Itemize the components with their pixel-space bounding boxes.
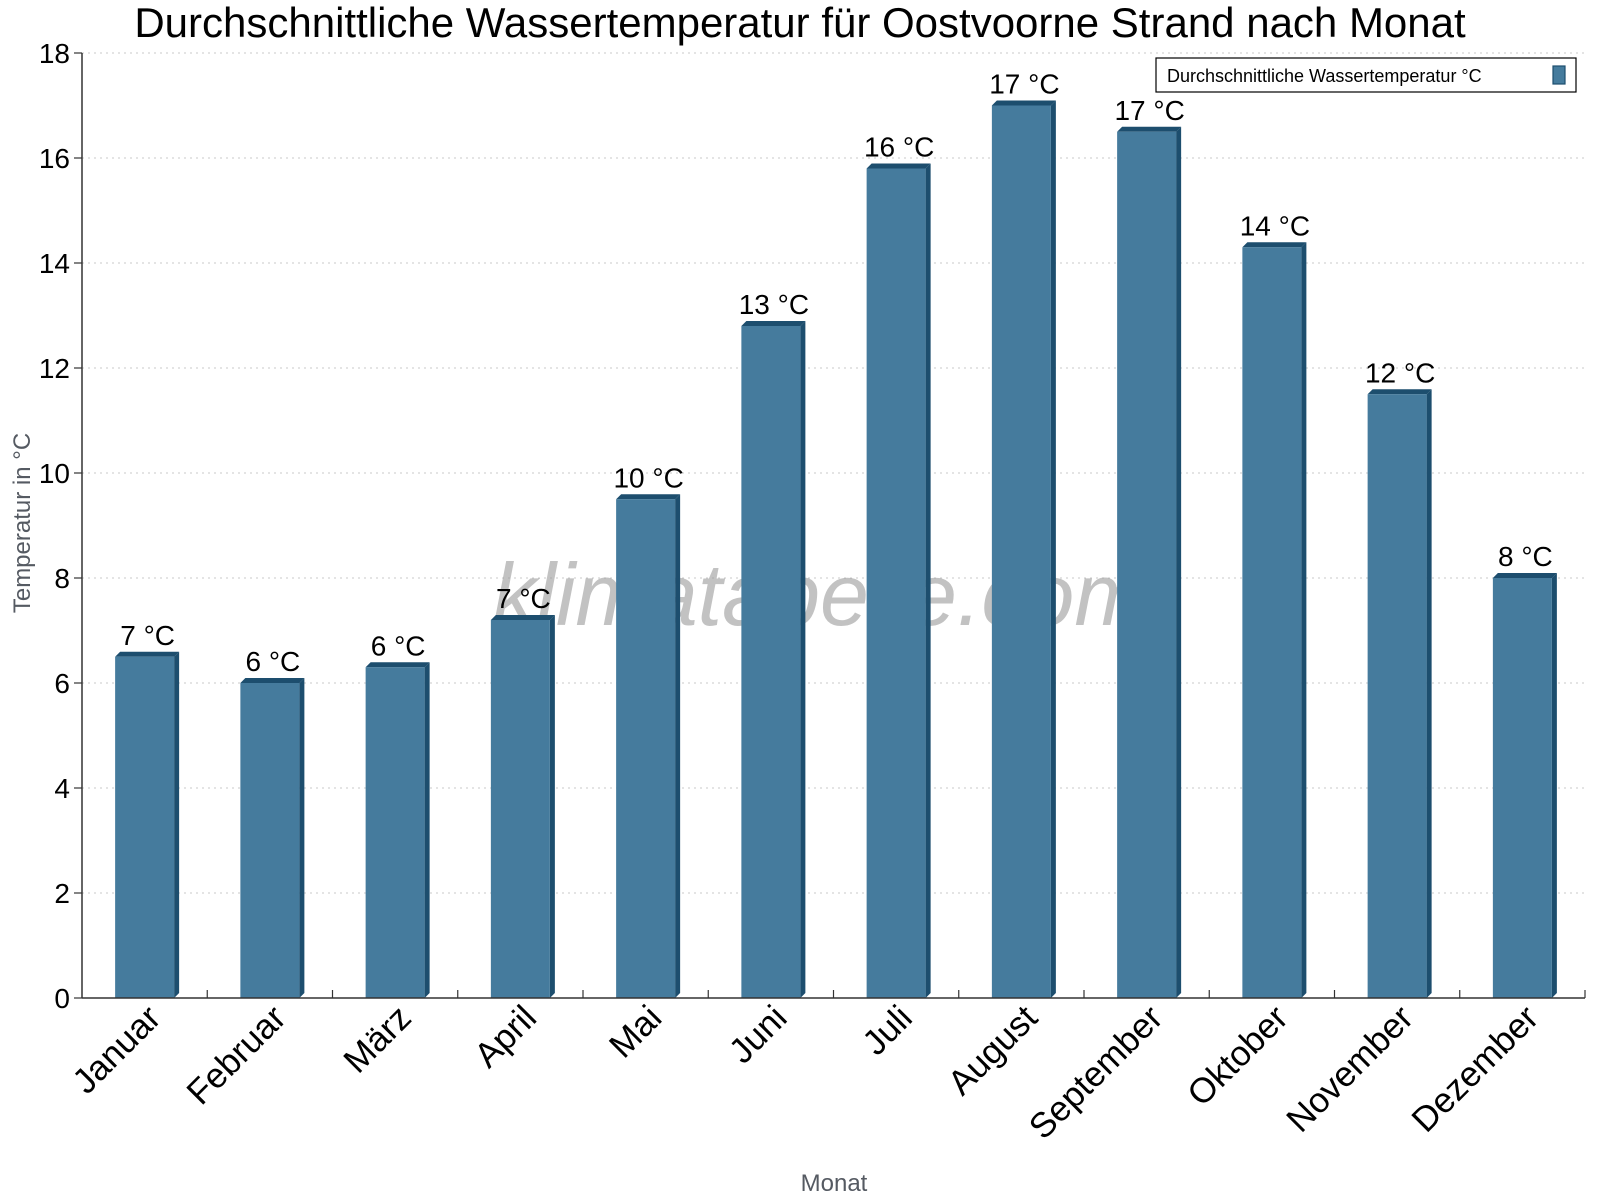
x-tick-label: August	[940, 998, 1045, 1103]
bar-top	[1242, 242, 1307, 248]
y-axis-ticks: 0 2 4 6 8 10 12 14 16 18	[39, 38, 82, 1014]
bar-top	[991, 100, 1056, 106]
x-tick-label: Juni	[722, 998, 795, 1071]
data-label: 6 °C	[245, 646, 300, 677]
bar	[365, 667, 425, 998]
bar-side	[174, 651, 180, 998]
bar-series	[115, 100, 1557, 998]
y-tick-label: 16	[39, 143, 70, 174]
y-tick-label: 18	[39, 38, 70, 69]
x-tick-label: September	[1022, 998, 1171, 1147]
data-label: 10 °C	[613, 462, 683, 493]
bar-top	[1117, 126, 1182, 132]
data-labels: 7 °C 6 °C 6 °C 7 °C 10 °C 13 °C 16 °C 17 °C 17 °…	[120, 69, 1553, 678]
legend-label: Durchschnittliche Wassertemperatur °C	[1167, 66, 1482, 86]
x-tick-label: November	[1279, 998, 1421, 1140]
bar-side	[675, 494, 681, 998]
y-tick-label: 14	[39, 248, 70, 279]
bar-top	[1492, 573, 1557, 578]
x-tick-label: April	[467, 998, 544, 1075]
bar	[240, 683, 300, 998]
legend: Durchschnittliche Wassertemperatur °C	[1155, 57, 1577, 93]
y-tick-label: 12	[39, 353, 70, 384]
data-label: 7 °C	[496, 583, 551, 614]
bar	[991, 105, 1051, 998]
bar-top	[115, 651, 180, 657]
bar	[1242, 247, 1302, 998]
x-tick-label: Juli	[855, 998, 920, 1063]
bar	[1367, 394, 1427, 998]
data-label: 12 °C	[1365, 357, 1435, 388]
bar-top	[616, 494, 681, 500]
bar-top	[365, 662, 430, 668]
x-tick-label: März	[336, 998, 419, 1081]
bar	[490, 620, 550, 998]
x-tick-label: Mai	[602, 998, 669, 1065]
bar-side	[1551, 573, 1557, 998]
x-tick-label: Januar	[65, 998, 168, 1101]
bar-top	[866, 163, 931, 169]
bar-top	[490, 615, 555, 620]
y-tick-label: 4	[54, 773, 70, 804]
bar	[1117, 131, 1177, 998]
x-tick-label: Februar	[179, 998, 293, 1112]
y-tick-label: 0	[54, 983, 70, 1014]
bar	[741, 326, 801, 998]
bar-side	[925, 163, 931, 998]
bar-side	[1301, 242, 1307, 998]
bar-top	[741, 321, 806, 326]
chart-title: Durchschnittliche Wassertemperatur für O…	[134, 0, 1466, 46]
x-tick-label: Oktober	[1180, 998, 1296, 1114]
data-label: 17 °C	[989, 69, 1059, 100]
y-tick-label: 10	[39, 458, 70, 489]
bar-side	[299, 678, 305, 998]
grid-lines	[82, 52, 1585, 894]
data-label: 17 °C	[1114, 95, 1184, 126]
bar-top	[240, 678, 305, 683]
bar-side	[1426, 389, 1432, 998]
legend-swatch	[1552, 65, 1566, 85]
y-tick-label: 6	[54, 668, 70, 699]
bar	[115, 656, 175, 998]
bar-side	[1050, 100, 1056, 998]
data-label: 8 °C	[1498, 541, 1553, 572]
data-label: 14 °C	[1240, 210, 1310, 241]
data-label: 16 °C	[864, 132, 934, 163]
x-axis-label: Monat	[801, 1170, 868, 1197]
bar	[1492, 578, 1552, 998]
y-tick-label: 8	[54, 563, 70, 594]
bar-top	[1367, 389, 1432, 395]
y-tick-label: 2	[54, 878, 70, 909]
y-axis-label: Temperatur in °C	[9, 433, 36, 613]
data-label: 7 °C	[120, 620, 175, 651]
x-tick-label: Dezember	[1404, 998, 1546, 1140]
bar	[616, 499, 676, 998]
legend-box	[1155, 57, 1577, 93]
bar-side	[800, 321, 806, 998]
bar-side	[549, 615, 555, 998]
data-label: 6 °C	[371, 630, 426, 661]
bar-side	[1176, 126, 1182, 998]
bar	[866, 168, 926, 998]
bar-side	[424, 662, 430, 998]
data-label: 13 °C	[739, 289, 809, 320]
x-axis-ticks: Januar Februar März April Mai Juni Juli AugustS…	[65, 990, 1586, 1147]
